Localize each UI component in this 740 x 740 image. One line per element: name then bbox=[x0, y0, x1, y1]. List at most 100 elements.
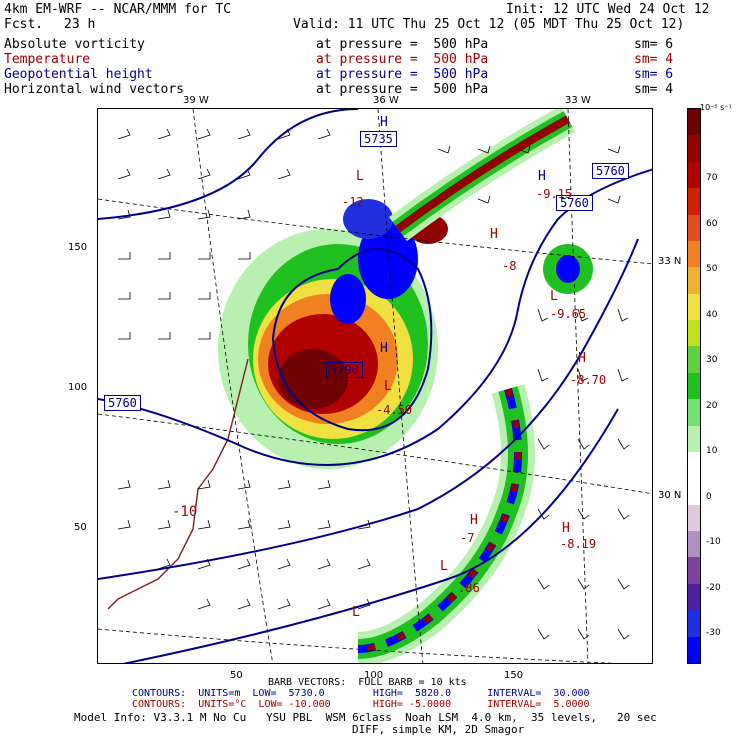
field-level-geopotential: at pressure = 500 hPa bbox=[316, 67, 489, 82]
colorbar-segment bbox=[688, 399, 700, 427]
field-name-temperature: Temperature bbox=[4, 52, 91, 67]
colorbar-label: -30 bbox=[706, 628, 721, 638]
colorbar-segment bbox=[688, 636, 700, 664]
field-sm-temperature: sm= 4 bbox=[634, 52, 674, 67]
height-label: 5760 bbox=[104, 395, 141, 411]
lat-label-33n: 33 N bbox=[658, 256, 682, 267]
colorbar-label: 50 bbox=[706, 264, 718, 274]
map-panel: 5735 5760 5760 5760 5790 H H H H H H H L… bbox=[97, 108, 653, 664]
colorbar-label: 40 bbox=[706, 309, 718, 320]
x-tick: 50 bbox=[230, 670, 243, 681]
colorbar-label: 60 bbox=[706, 218, 718, 229]
field-level-wind: at pressure = 500 hPa bbox=[316, 82, 489, 97]
low-marker: L bbox=[356, 169, 364, 184]
high-marker: H bbox=[490, 227, 498, 242]
colorbar-label: 20 bbox=[706, 400, 718, 411]
colorbar-segment bbox=[688, 610, 700, 638]
colorbar-label: -20 bbox=[706, 582, 721, 593]
forecast-hour: 23 h bbox=[64, 17, 96, 32]
high-marker: H bbox=[470, 513, 478, 528]
colorbar-label: -10 bbox=[706, 537, 721, 547]
colorbar-segment bbox=[688, 504, 700, 532]
temp-label: .86 bbox=[458, 581, 480, 595]
colorbar-segment bbox=[688, 346, 700, 374]
colorbar-segment bbox=[688, 583, 700, 611]
colorbar-segment bbox=[688, 214, 700, 242]
colorbar-segment bbox=[688, 425, 700, 453]
vorticity-field bbox=[218, 109, 593, 663]
colorbar-segment bbox=[688, 531, 700, 558]
x-tick: 150 bbox=[504, 670, 524, 681]
high-marker: H bbox=[380, 341, 388, 356]
field-sm-wind: sm= 4 bbox=[634, 82, 674, 97]
low-marker: L bbox=[550, 289, 558, 304]
model-title: 4km EM-WRF -- NCAR/MMM for TC bbox=[4, 2, 231, 17]
temp-label: -8.19 bbox=[560, 537, 597, 551]
colorbar-label: 0 bbox=[706, 491, 712, 502]
coastline bbox=[107, 358, 249, 610]
y-tick: 100 bbox=[68, 382, 88, 393]
colorbar-segment bbox=[688, 372, 700, 400]
field-level-vorticity: at pressure = 500 hPa bbox=[316, 37, 489, 52]
lat-label-30n: 30 N bbox=[658, 490, 682, 501]
latlon-grid bbox=[98, 109, 652, 663]
colorbar-segment bbox=[688, 109, 700, 136]
temp-label: -12 bbox=[342, 195, 364, 209]
colorbar-label: 30 bbox=[706, 355, 718, 365]
temp-label: -8.70 bbox=[570, 373, 607, 387]
field-level-temperature: at pressure = 500 hPa bbox=[316, 52, 489, 67]
valid-time: Valid: 11 UTC Thu 25 Oct 12 (05 MDT Thu … bbox=[293, 17, 685, 32]
height-label: 5735 bbox=[360, 131, 397, 147]
colorbar-segment bbox=[688, 161, 700, 189]
colorbar-segment bbox=[688, 188, 700, 216]
colorbar-segment bbox=[688, 451, 700, 479]
temp-label: -4.50 bbox=[376, 403, 413, 417]
x-tick: 100 bbox=[364, 670, 384, 681]
low-marker: L bbox=[384, 379, 392, 394]
field-name-geopotential: Geopotential height bbox=[4, 67, 153, 82]
high-marker: H bbox=[562, 521, 570, 536]
high-marker: H bbox=[578, 351, 586, 366]
colorbar-segment bbox=[688, 557, 700, 585]
contour-legend-height: CONTOURS: UNITS=m LOW= 5730.0 HIGH= 5820… bbox=[132, 688, 590, 699]
model-info: Model Info: V3.3.1 M No Cu YSU PBL WSM 6… bbox=[74, 711, 657, 724]
temp-label: -7 bbox=[460, 531, 475, 545]
colorbar-segment bbox=[688, 478, 700, 506]
low-marker: L bbox=[440, 559, 448, 574]
temp-label: -9.65 bbox=[550, 307, 587, 321]
forecast-label: Fcst. bbox=[4, 17, 44, 32]
temp-label: -8 bbox=[502, 259, 517, 273]
y-tick: 50 bbox=[74, 522, 87, 533]
field-sm-vorticity: sm= 6 bbox=[634, 37, 674, 52]
model-info-2: DIFF, simple KM, 2D Smagor bbox=[352, 723, 525, 736]
high-marker: H bbox=[380, 115, 388, 130]
colorbar-segment bbox=[688, 320, 700, 347]
colorbar-segment bbox=[688, 240, 700, 268]
height-contours bbox=[98, 109, 652, 663]
barb-legend: BARB VECTORS: FULL BARB = 10 kts bbox=[268, 677, 467, 688]
field-name-vorticity: Absolute vorticity bbox=[4, 37, 145, 52]
lon-label-33w: 33 W bbox=[565, 95, 591, 106]
y-tick: 150 bbox=[68, 242, 88, 253]
colorbar bbox=[687, 108, 701, 664]
colorbar-label: 70 bbox=[706, 173, 718, 183]
high-marker: H bbox=[538, 169, 546, 184]
contour-legend-temperature: CONTOURS: UNITS=°C LOW= -10.000 HIGH= -5… bbox=[132, 699, 590, 710]
init-time: Init: 12 UTC Wed 24 Oct 12 bbox=[506, 2, 710, 17]
temp-label: -9.15 bbox=[536, 187, 573, 201]
height-label: 5760 bbox=[556, 195, 593, 211]
map-canvas bbox=[98, 109, 652, 663]
field-name-wind: Horizontal wind vectors bbox=[4, 82, 185, 97]
lon-label-36w: 36 W bbox=[373, 95, 399, 106]
colorbar-segment bbox=[688, 293, 700, 321]
field-sm-geopotential: sm= 6 bbox=[634, 67, 674, 82]
wind-barbs bbox=[117, 128, 630, 640]
height-label: 5790 bbox=[326, 362, 363, 378]
temp-label: -10 bbox=[172, 504, 198, 520]
lon-label-39w: 39 W bbox=[183, 95, 209, 106]
colorbar-segment bbox=[688, 135, 700, 163]
colorbar-label: 10 bbox=[706, 446, 718, 456]
colorbar-segment bbox=[688, 267, 700, 295]
low-marker: L bbox=[352, 605, 360, 620]
height-label: 5760 bbox=[592, 163, 629, 179]
